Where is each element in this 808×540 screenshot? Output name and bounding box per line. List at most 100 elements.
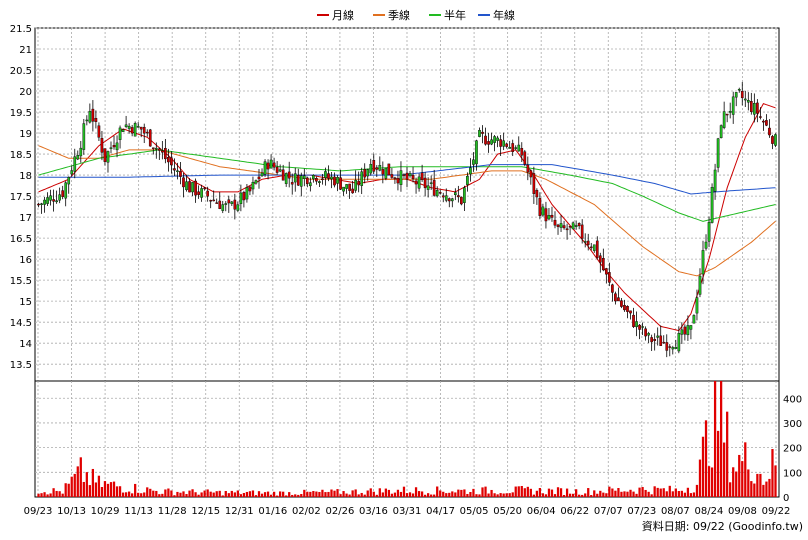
volume-bar bbox=[309, 491, 312, 497]
candle-body bbox=[124, 124, 128, 127]
candle-body bbox=[659, 335, 663, 346]
candle-body bbox=[411, 174, 415, 180]
volume-bar bbox=[774, 465, 777, 497]
candle-body bbox=[740, 91, 744, 99]
volume-bar bbox=[46, 494, 49, 497]
candle-body bbox=[97, 125, 101, 138]
candle-body bbox=[617, 297, 620, 302]
candle-body bbox=[369, 164, 373, 174]
volume-bar bbox=[61, 493, 64, 497]
x-tick-label: 05/20 bbox=[493, 506, 522, 517]
candle-body bbox=[707, 222, 711, 242]
candle-body bbox=[420, 172, 424, 180]
candle-body bbox=[179, 171, 182, 177]
candle-body bbox=[312, 174, 315, 180]
volume-bar bbox=[339, 494, 342, 497]
candle-body bbox=[756, 102, 759, 114]
x-tick-label: 12/31 bbox=[225, 506, 254, 517]
volume-bar bbox=[43, 492, 46, 497]
candle-body bbox=[194, 180, 197, 196]
volume-bar bbox=[445, 493, 448, 497]
candle-body bbox=[139, 126, 143, 130]
volume-bar bbox=[581, 494, 584, 497]
volume-bar bbox=[82, 481, 85, 497]
candle-body bbox=[475, 140, 478, 165]
volume-bar bbox=[266, 491, 270, 497]
volume-bar bbox=[127, 491, 131, 497]
legend-label: 季線 bbox=[388, 8, 410, 22]
volume-bar bbox=[433, 494, 436, 497]
candle-body bbox=[233, 199, 237, 210]
volume-bar bbox=[520, 486, 523, 497]
candle-body bbox=[541, 206, 545, 216]
volume-bar bbox=[312, 491, 315, 497]
candle-body bbox=[568, 226, 572, 228]
candle-body bbox=[719, 125, 723, 139]
candle-body bbox=[656, 335, 660, 338]
volume-bar bbox=[689, 493, 693, 497]
volume-bar bbox=[55, 490, 58, 497]
y-tick-label: 19 bbox=[19, 129, 32, 140]
volume-bar bbox=[701, 436, 705, 497]
legend-item-yearly: 年線 bbox=[478, 8, 515, 22]
candle-body bbox=[136, 126, 140, 128]
y-tick-label: 15.5 bbox=[10, 276, 32, 287]
volume-bar bbox=[236, 490, 239, 497]
candle-body bbox=[514, 147, 518, 149]
y-tick-label: 13.5 bbox=[10, 360, 32, 371]
volume-bar bbox=[487, 493, 490, 497]
volume-bar bbox=[118, 486, 122, 497]
volume-bar bbox=[750, 481, 753, 497]
price-y-axis: 13.5 14 14.5 15 15.5 16 16.5 17 17.5 18 18.5 19 19.5… bbox=[10, 24, 32, 371]
volume-bar bbox=[729, 482, 732, 497]
legend-item-monthly: 月線 bbox=[317, 8, 354, 22]
candle-body bbox=[620, 300, 623, 307]
volume-bar bbox=[674, 488, 677, 497]
candle-body bbox=[731, 96, 735, 115]
volume-bar bbox=[481, 487, 484, 497]
volume-bar bbox=[478, 494, 481, 497]
y-tick-label: 18.5 bbox=[10, 150, 32, 161]
candle-body bbox=[103, 148, 107, 162]
volume-bar bbox=[179, 492, 182, 497]
volume-bar bbox=[617, 488, 620, 497]
volume-bar bbox=[230, 490, 233, 497]
y-tick-label: 14 bbox=[19, 339, 32, 350]
y-tick-label: 16 bbox=[19, 255, 32, 266]
candle-body bbox=[677, 333, 681, 352]
candle-body bbox=[245, 187, 249, 200]
candle-body bbox=[302, 175, 306, 179]
x-tick-label: 08/24 bbox=[694, 506, 723, 517]
candle-body bbox=[366, 169, 370, 177]
volume-bar bbox=[556, 487, 560, 497]
volume-bar bbox=[158, 494, 161, 497]
volume-bar bbox=[439, 490, 442, 497]
x-tick-label: 07/07 bbox=[594, 506, 623, 517]
candle-body bbox=[650, 337, 653, 343]
volume-bar bbox=[227, 493, 230, 497]
volume-bar bbox=[686, 487, 690, 497]
y-tick-label: 16.5 bbox=[10, 234, 32, 245]
volume-bar bbox=[285, 495, 288, 497]
volume-bar bbox=[58, 491, 61, 497]
volume-bar bbox=[106, 483, 110, 497]
volume-bar bbox=[505, 493, 508, 497]
candle-body bbox=[647, 333, 650, 336]
volume-bar bbox=[677, 491, 680, 497]
candle-body bbox=[191, 182, 194, 193]
x-tick-label: 01/16 bbox=[258, 506, 287, 517]
volume-bar bbox=[188, 490, 191, 497]
volume-bar bbox=[490, 489, 493, 497]
candle-body bbox=[665, 342, 669, 351]
candle-body bbox=[746, 100, 750, 103]
volume-bar bbox=[387, 489, 391, 497]
volume-bar bbox=[744, 442, 747, 497]
candle-body bbox=[309, 182, 312, 187]
candle-body bbox=[490, 139, 493, 145]
volume-bar bbox=[517, 486, 520, 497]
volume-bar bbox=[541, 493, 545, 497]
x-tick-label: 08/07 bbox=[661, 506, 690, 517]
volume-tick-label: 400 bbox=[783, 394, 802, 405]
volume-bar bbox=[547, 488, 551, 497]
